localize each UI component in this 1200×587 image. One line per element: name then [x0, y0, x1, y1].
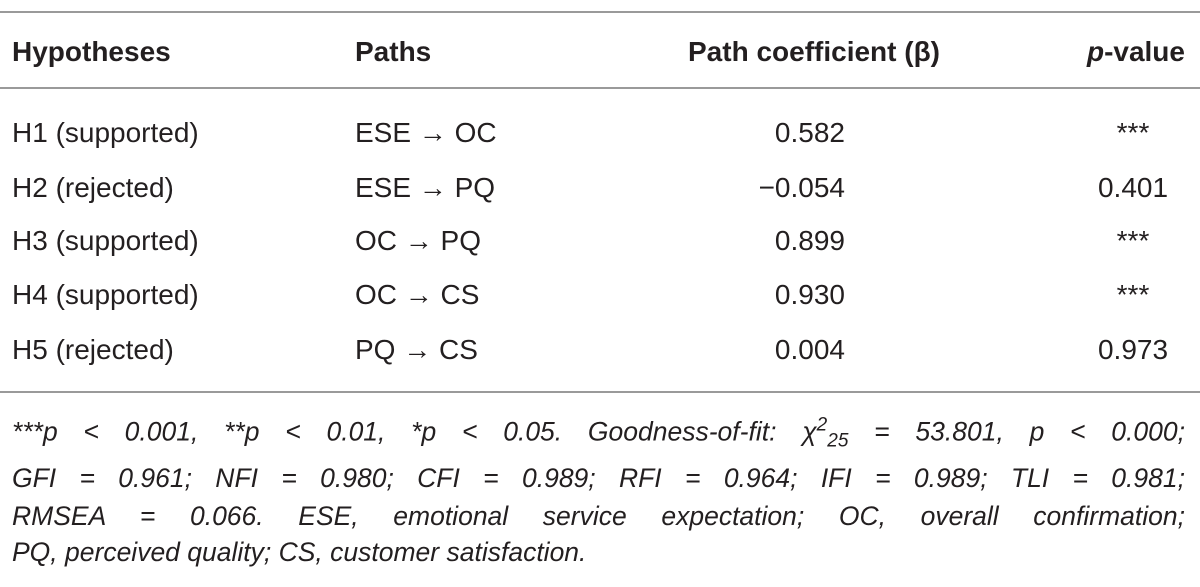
table-cell: H4 (supported): [12, 279, 199, 310]
table-cell: OC → CS: [355, 279, 480, 310]
top-rule: [0, 11, 1200, 13]
footnote-sub: 25: [827, 430, 849, 452]
table-cell: ESE → PQ: [355, 172, 496, 203]
table-cell: PQ → CS: [355, 334, 478, 365]
table-cell: 0.899: [774, 225, 845, 256]
table-cell: 0.401: [1097, 172, 1169, 203]
footnote-line: PQ, perceived quality; CS, customer sati…: [12, 536, 587, 567]
footnote-text: = 53.801, p < 0.000;: [848, 416, 1185, 447]
header-rule: [0, 87, 1200, 89]
table-cell: ***: [1116, 279, 1150, 310]
footnote-sup: 2: [816, 414, 828, 436]
table-cell: H5 (rejected): [12, 334, 174, 365]
table-cell: ***: [1116, 225, 1150, 256]
footnote-line: RMSEA = 0.066. ESE, emotional service ex…: [12, 500, 1185, 531]
header-cell: Path coefficient (β): [688, 36, 940, 67]
table-cell: 0.582: [774, 117, 845, 148]
footnote-line: ***p < 0.001, **p < 0.01, *p < 0.05. Goo…: [12, 415, 1185, 450]
table-cell: −0.054: [758, 172, 845, 203]
table-cell: 0.004: [774, 334, 845, 365]
header-italic: p: [1086, 36, 1105, 67]
table-cell: H2 (rejected): [12, 172, 174, 203]
bottom-rule: [0, 391, 1200, 393]
table-cell: H3 (supported): [12, 225, 199, 256]
table-cell: H1 (supported): [12, 117, 199, 148]
table-cell: 0.930: [774, 279, 845, 310]
table-cell: OC → PQ: [355, 225, 482, 256]
table-cell: ESE → OC: [355, 117, 497, 148]
footnote-line: GFI = 0.961; NFI = 0.980; CFI = 0.989; R…: [12, 462, 1185, 493]
header-text: -value: [1104, 36, 1185, 67]
table-cell: 0.973: [1097, 334, 1169, 365]
table-cell: ***: [1116, 117, 1150, 148]
header-cell: Paths: [355, 36, 432, 67]
header-cell: Hypotheses: [12, 36, 171, 67]
header-cell: p-value: [1087, 38, 1185, 66]
footnote-text: ***p < 0.001, **p < 0.01, *p < 0.05. Goo…: [12, 416, 817, 447]
